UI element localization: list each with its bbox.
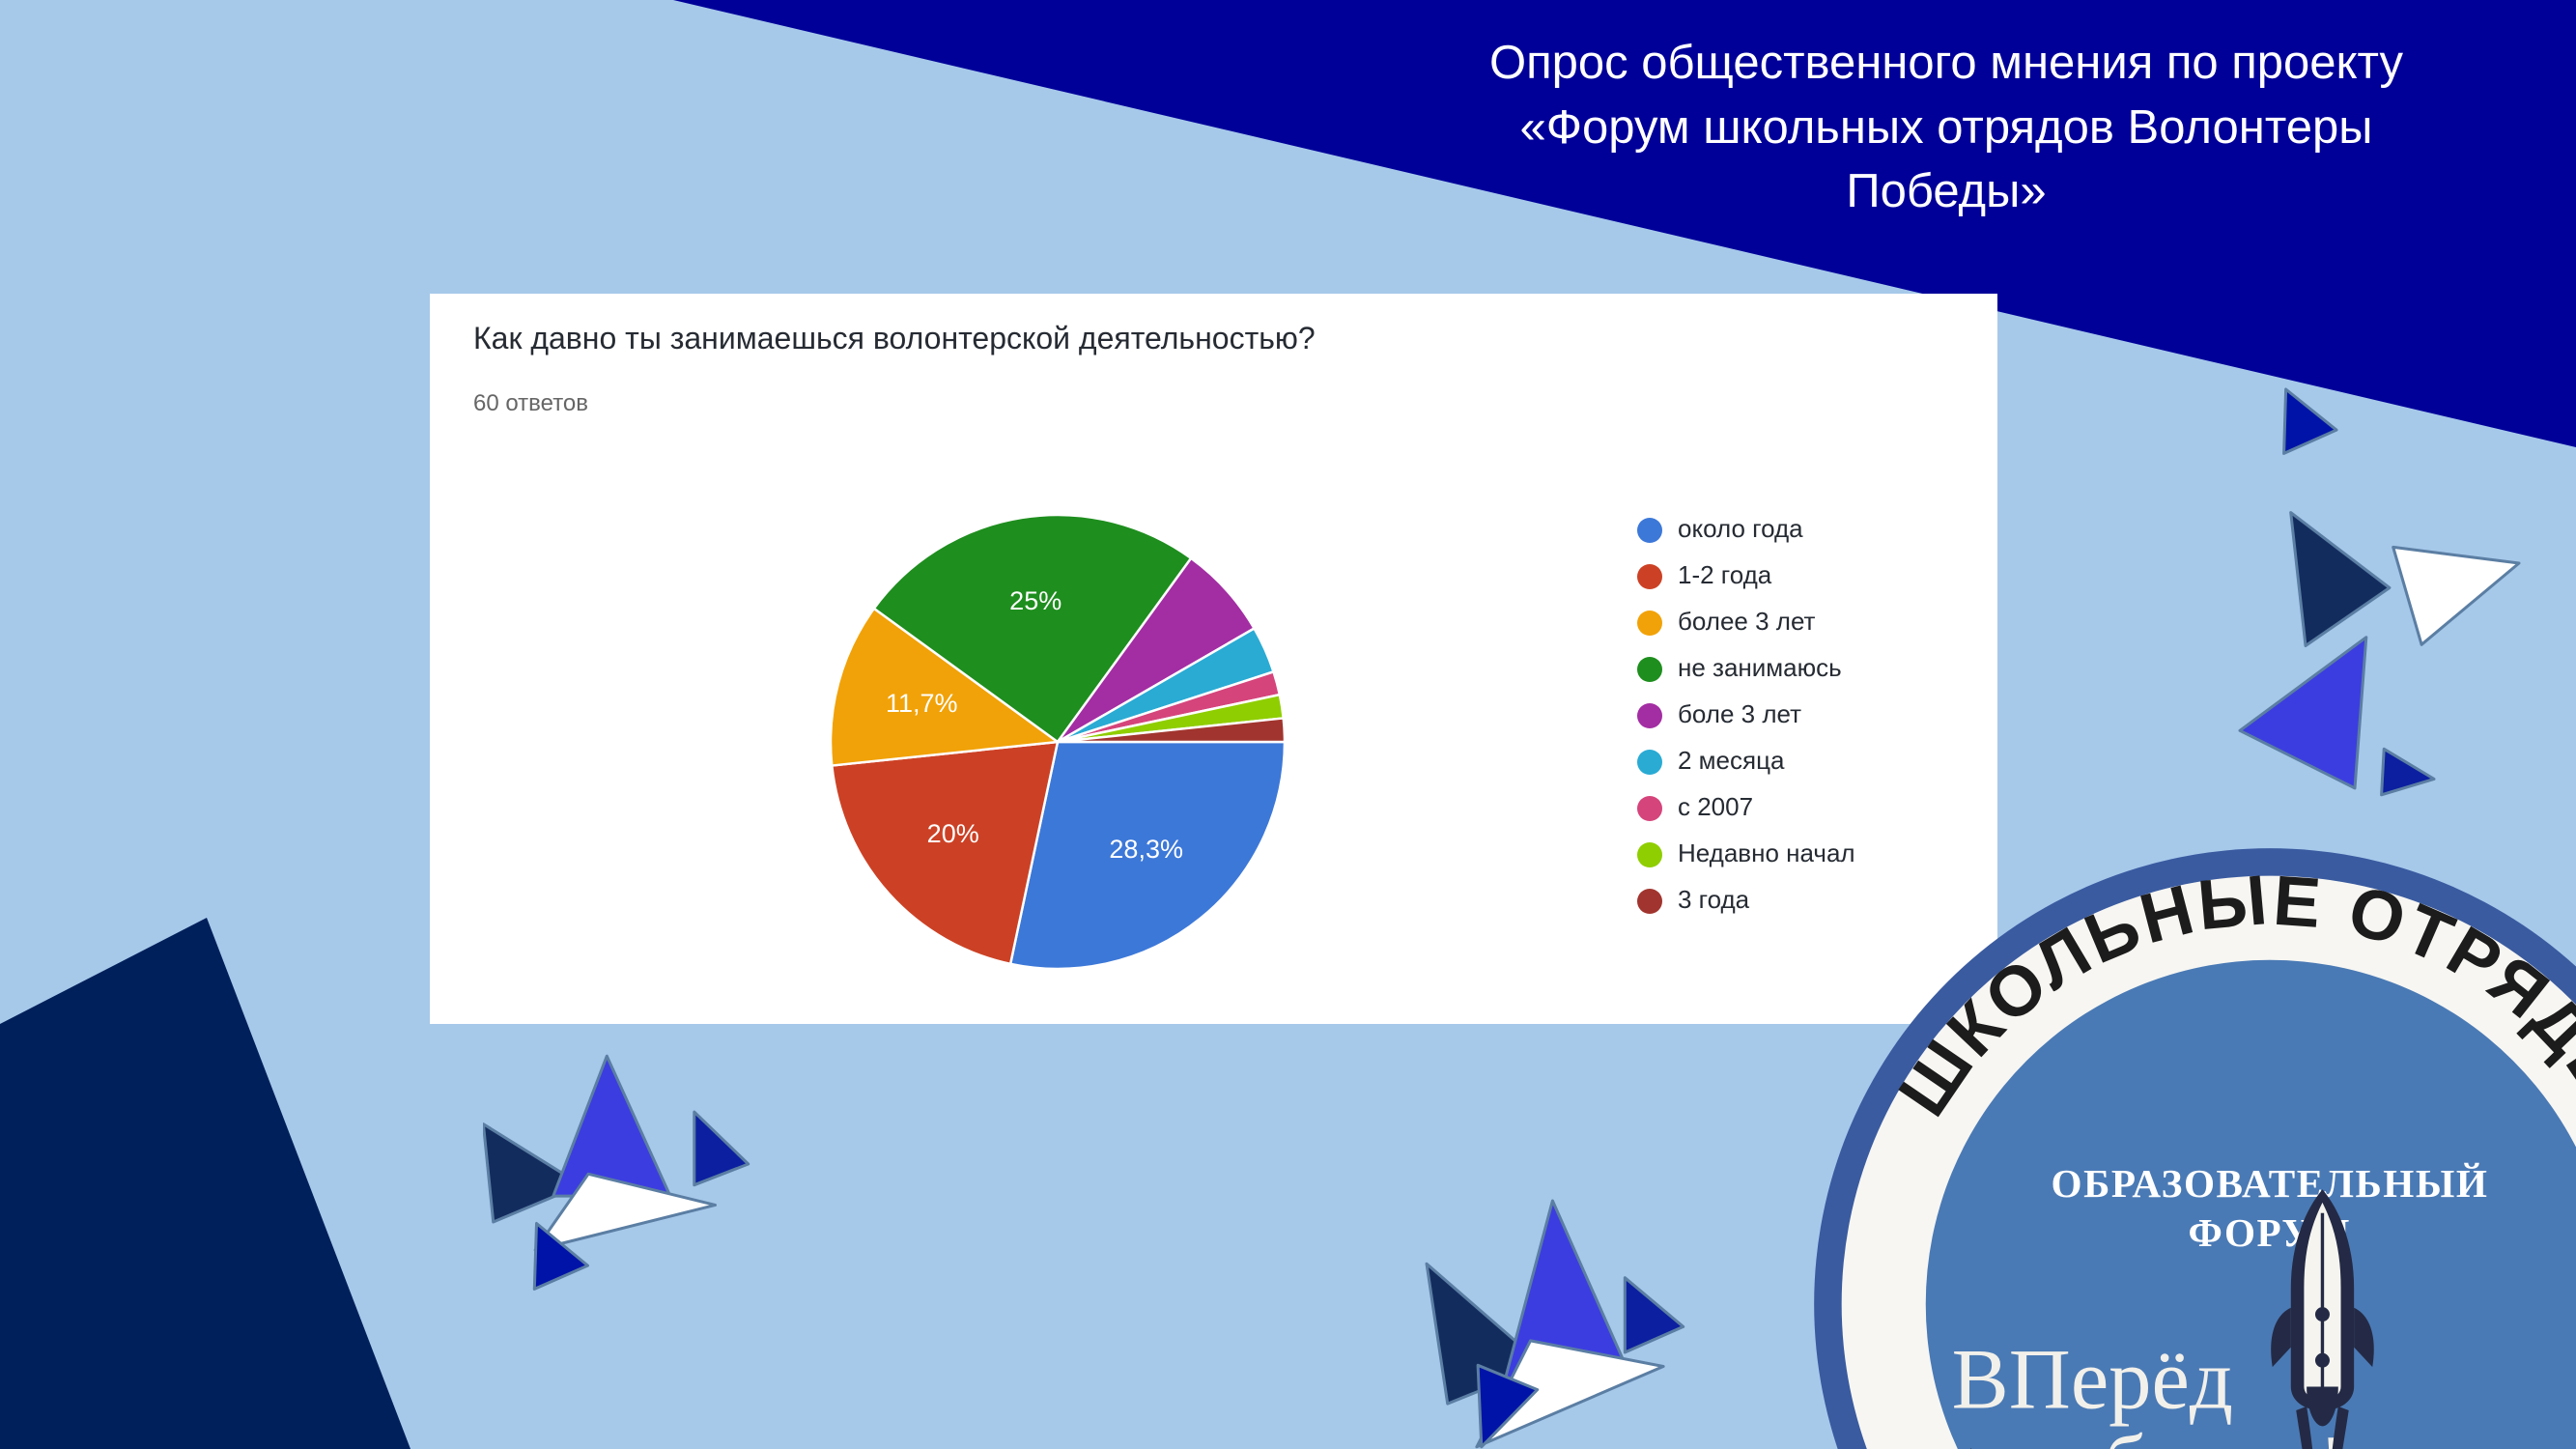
svg-text:к победам!: к победам! [1952, 1418, 2347, 1449]
svg-text:28,3%: 28,3% [1109, 835, 1183, 864]
svg-text:ОБРАЗОВАТЕЛЬНЫЙ: ОБРАЗОВАТЕЛЬНЫЙ [2052, 1161, 2489, 1206]
svg-text:25%: 25% [1009, 586, 1062, 615]
svg-text:11,7%: 11,7% [886, 689, 958, 718]
svg-text:20%: 20% [927, 819, 979, 848]
svg-text:ВПерёд: ВПерёд [1952, 1333, 2233, 1428]
